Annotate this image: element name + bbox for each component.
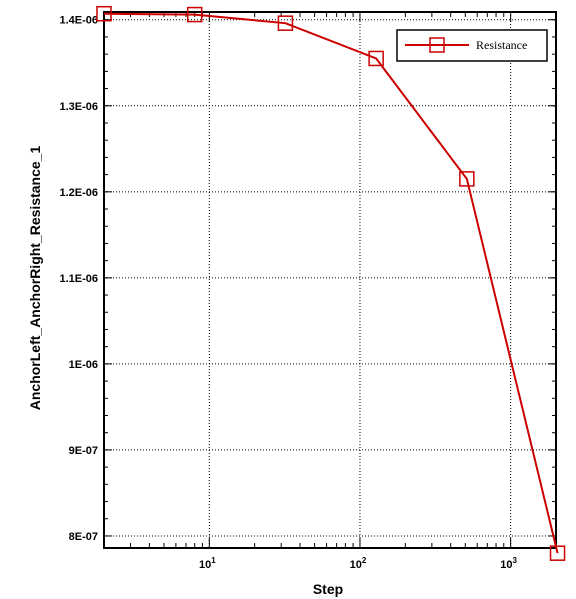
y-axis-title: AnchorLeft_AnchorRight_Resistance_1: [27, 146, 43, 411]
legend-label: Resistance: [476, 38, 527, 52]
y-tick-label: 1E-06: [69, 359, 98, 371]
y-axis-ticks: 8E-07 9E-07 1E-06 1.1E-06 1.2E-06 1.3E-06 1.4E…: [59, 15, 556, 543]
data-point-marker: [549, 545, 566, 561]
legend: Resistance: [396, 29, 548, 62]
data-point-marker: [186, 6, 203, 23]
grid: [104, 12, 556, 548]
plot-frame: [103, 11, 557, 549]
data-point-marker: [368, 50, 384, 67]
series-layer: [96, 5, 566, 561]
y-tick-label: 1.2E-06: [59, 187, 98, 199]
x-axis-title: Step: [313, 581, 343, 597]
y-tick-label: 8E-07: [69, 531, 98, 543]
y-tick-label: 1.3E-06: [59, 101, 98, 113]
minor-ticks: [103, 12, 557, 548]
x-tick-label: 103: [500, 556, 517, 571]
data-point-marker: [459, 171, 475, 187]
y-tick-label: 1.4E-06: [59, 15, 98, 27]
series-line: [103, 12, 559, 554]
x-tick-label: 101: [199, 556, 216, 571]
legend-marker: [429, 37, 445, 53]
y-tick-label: 9E-07: [69, 445, 98, 457]
x-tick-label: 102: [350, 556, 367, 571]
x-axis-ticks: 101 102 103: [199, 12, 518, 571]
data-point-marker: [96, 5, 112, 22]
y-tick-label: 1.1E-06: [59, 273, 98, 285]
data-point-marker: [277, 15, 294, 31]
